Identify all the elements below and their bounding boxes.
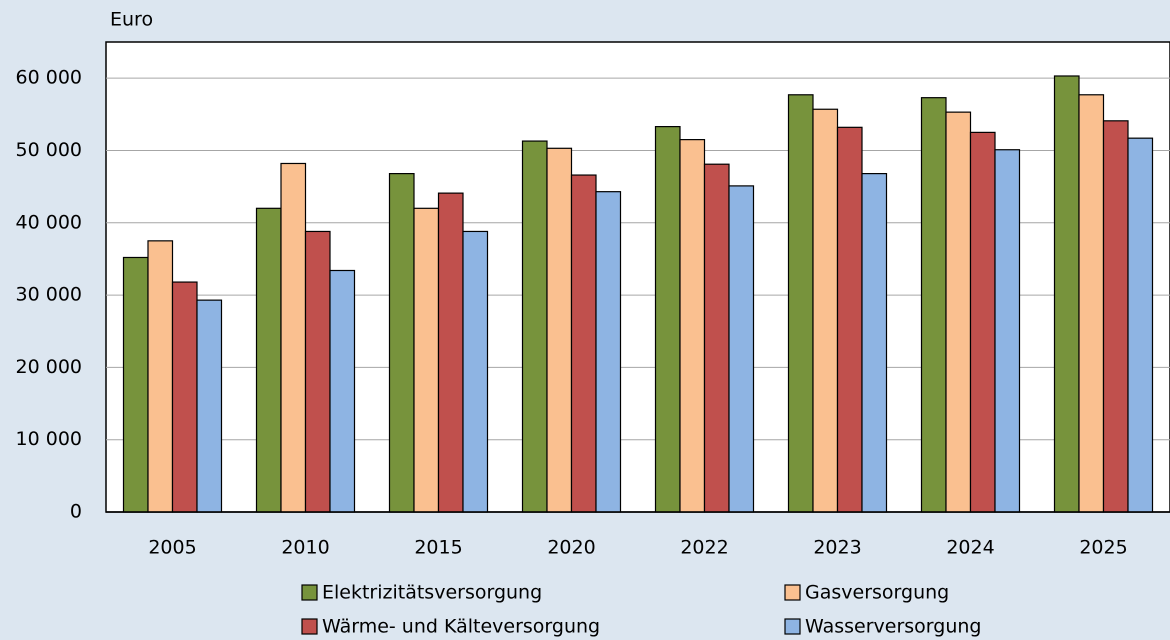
legend-swatch <box>301 618 318 635</box>
bar <box>836 126 863 513</box>
legend-label: Wasserversorgung <box>805 616 981 638</box>
bar <box>945 111 972 513</box>
y-tick-label: 10 000 <box>16 428 82 450</box>
bar <box>122 256 149 513</box>
x-tick-label: 2020 <box>547 537 595 559</box>
bar <box>388 173 415 513</box>
bar <box>570 174 597 513</box>
y-tick-label: 0 <box>70 501 82 523</box>
bar <box>969 131 996 513</box>
bar <box>171 281 198 513</box>
y-tick-label: 50 000 <box>16 139 82 161</box>
y-tick-label: 30 000 <box>16 284 82 306</box>
bar <box>728 185 755 513</box>
bar <box>920 97 947 513</box>
bar <box>304 230 331 513</box>
x-tick-label: 2015 <box>414 537 462 559</box>
y-tick-label: 20 000 <box>16 356 82 378</box>
bar <box>1102 120 1129 513</box>
bar <box>329 269 356 513</box>
bar <box>679 139 706 513</box>
bar <box>196 299 223 513</box>
bar <box>437 192 464 513</box>
legend-label: Wärme- und Kälteversorgung <box>322 616 600 638</box>
bar <box>787 94 814 513</box>
bar <box>280 162 307 513</box>
legend-label: Gasversorgung <box>805 582 949 604</box>
bar <box>861 173 888 513</box>
x-tick-label: 2005 <box>148 537 196 559</box>
bar <box>1078 94 1105 513</box>
bar <box>521 140 548 513</box>
legend-swatch <box>301 584 318 601</box>
y-tick-label: 60 000 <box>16 67 82 89</box>
x-tick-label: 2025 <box>1079 537 1127 559</box>
bar <box>413 207 440 513</box>
y-tick-label: 40 000 <box>16 211 82 233</box>
bar <box>812 108 839 513</box>
x-tick-label: 2023 <box>813 537 861 559</box>
bar <box>703 163 730 513</box>
x-tick-label: 2010 <box>281 537 329 559</box>
bar <box>654 125 681 513</box>
legend-swatch <box>784 584 801 601</box>
bar <box>147 240 174 513</box>
y-axis-title: Euro <box>110 9 153 31</box>
bar <box>546 147 573 513</box>
bar <box>255 207 282 513</box>
legend-swatch <box>784 618 801 635</box>
bar <box>595 191 622 513</box>
x-tick-label: 2022 <box>680 537 728 559</box>
bar <box>1127 137 1154 513</box>
x-tick-label: 2024 <box>946 537 994 559</box>
bar <box>994 149 1021 513</box>
bar <box>462 230 489 513</box>
legend-label: Elektrizitätsversorgung <box>322 582 542 604</box>
bar <box>1053 75 1080 513</box>
